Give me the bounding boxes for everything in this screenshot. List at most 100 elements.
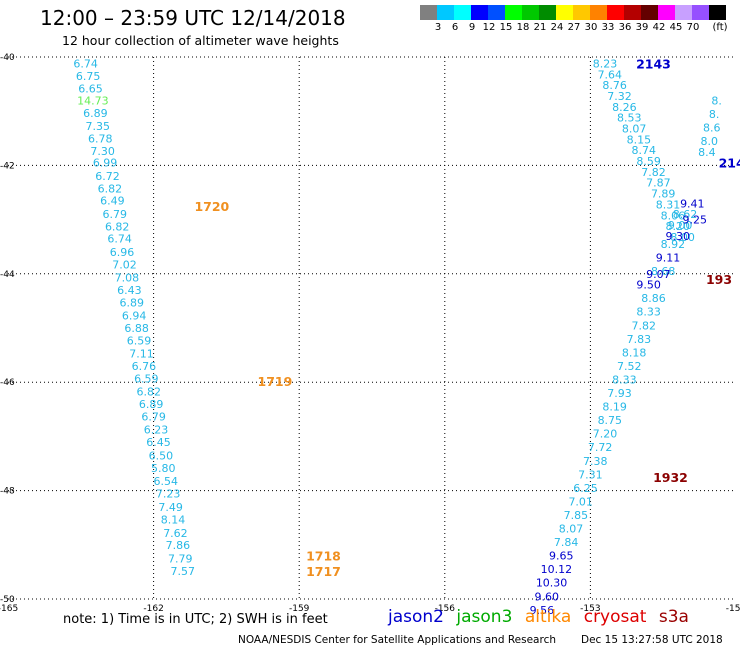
y-tick-label: -42 (0, 161, 15, 171)
wave-height-value: 6.23 (144, 423, 169, 436)
wave-height-value: 7.23 (156, 487, 181, 500)
y-tick-label: -44 (0, 270, 15, 280)
wave-height-value: 6.88 (124, 322, 149, 335)
y-tick-label: -40 (0, 53, 15, 63)
color-swatch (522, 5, 539, 20)
wave-height-value: 8.76 (602, 79, 627, 92)
wave-height-value: 6.59 (134, 372, 159, 385)
wave-height-value: 7.52 (617, 360, 642, 373)
wave-height-value: 9.50 (636, 279, 661, 292)
color-swatch (675, 5, 692, 20)
wave-height-value: 7.57 (170, 565, 195, 578)
color-swatch (488, 5, 505, 20)
wave-height-value: 6.94 (122, 310, 147, 323)
wave-height-value: 9.65 (549, 550, 574, 563)
wave-height-value: 8.68 (651, 265, 676, 278)
x-tick-label: -156 (435, 604, 456, 614)
wave-height-value: 6.50 (149, 449, 174, 462)
pass-time-label: 2143 (636, 57, 671, 72)
color-scale-label: 18 (516, 22, 530, 33)
y-tick-label: -50 (0, 595, 15, 605)
wave-height-value: 7.32 (607, 90, 632, 103)
wave-height-value: 6.82 (136, 385, 161, 398)
wave-height-value: 7.01 (568, 495, 593, 508)
wave-height-value: 7.82 (632, 319, 657, 332)
x-tick-label: -159 (289, 604, 310, 614)
color-swatch (658, 5, 675, 20)
x-tick-label: -165 (0, 604, 18, 614)
wave-height-value: 14.73 (77, 94, 109, 107)
wave-height-value: 9.00 (668, 219, 693, 232)
pass-time-label: 1719 (258, 374, 293, 389)
color-swatch (454, 5, 471, 20)
color-scale-label: 12 (482, 22, 496, 33)
wave-height-value: 7.87 (646, 177, 671, 190)
wave-height-value: 8.4 (698, 146, 716, 159)
wave-height-value: 6.76 (132, 360, 157, 373)
wave-height-value: 6.79 (141, 410, 166, 423)
wave-height-value: 6.74 (73, 58, 98, 71)
color-swatch (709, 5, 726, 20)
wave-height-value: 6.82 (105, 221, 130, 234)
color-scale-unit: (ft) (712, 22, 728, 33)
x-tick-label: -162 (143, 604, 163, 614)
wave-height-value: 7.89 (651, 188, 676, 201)
wave-height-value: 8.74 (632, 144, 657, 157)
wave-height-value: 8.92 (661, 238, 686, 251)
wave-height-value: 7.35 (86, 120, 111, 133)
color-swatch (556, 5, 573, 20)
color-scale-label: 15 (499, 22, 513, 33)
color-scale-label: 24 (550, 22, 564, 33)
color-scale-label: 21 (533, 22, 547, 33)
color-swatch (471, 5, 488, 20)
color-swatch (420, 5, 437, 20)
wave-height-value: 6.79 (103, 208, 128, 221)
color-scale-label: 39 (635, 22, 649, 33)
satellite-legend: jason2 jason3 altika cryosat s3a (388, 607, 696, 627)
color-swatch (573, 5, 590, 20)
wave-height-value: 7.93 (607, 387, 632, 400)
color-swatch (641, 5, 658, 20)
legend-s3a: s3a (658, 607, 689, 627)
color-swatch (437, 5, 454, 20)
pass-time-label: 2144 (719, 156, 740, 171)
pass-time-label: 1720 (194, 199, 229, 214)
wave-height-value: 8.07 (622, 123, 647, 136)
wave-height-value: 7.82 (641, 166, 666, 179)
wave-height-value: 9.25 (682, 214, 707, 227)
wave-height-value: 8.14 (161, 513, 186, 526)
wave-height-value: 7.85 (564, 509, 589, 522)
wave-height-value: 7.30 (90, 145, 115, 158)
color-swatch (624, 5, 641, 20)
color-scale-label: 6 (451, 22, 459, 33)
wave-height-value: 9.60 (534, 590, 559, 603)
pass-time-label: 1718 (306, 549, 341, 564)
wave-height-value: 8.15 (627, 133, 652, 146)
wave-height-value: 7.02 (112, 259, 137, 272)
color-scale-label: 3 (434, 22, 442, 33)
x-tick-label: -150 (726, 604, 740, 614)
wave-height-value: 7.11 (129, 347, 154, 360)
wave-height-value: 9.56 (530, 604, 555, 617)
wave-height-value: 8.33 (636, 306, 661, 319)
wave-height-value: 8.26 (612, 101, 637, 114)
wave-height-value: 6.49 (100, 195, 125, 208)
wave-height-value: 6.78 (88, 132, 113, 145)
wave-height-value: 6.75 (76, 70, 101, 83)
wave-height-value: 8.0 (701, 135, 719, 148)
color-swatch (692, 5, 709, 20)
wave-height-value: 7.64 (598, 68, 623, 81)
wave-height-value: 8.6 (703, 121, 721, 134)
wave-height-value: 6.99 (93, 157, 118, 170)
wave-height-value: 10.12 (541, 563, 573, 576)
wave-height-value: 6.54 (153, 475, 178, 488)
wave-height-value: 8.33 (612, 373, 637, 386)
y-tick-label: -46 (0, 378, 15, 388)
wave-height-value: 8. (711, 94, 722, 107)
wave-height-value: 8.62 (673, 208, 698, 221)
wave-height-value: 6.72 (95, 170, 120, 183)
wave-height-value: 6.89 (83, 107, 108, 120)
chart-subtitle: 12 hour collection of altimeter wave hei… (62, 33, 339, 48)
wave-height-value: 6.82 (98, 183, 123, 196)
color-scale-label: 9 (468, 22, 476, 33)
